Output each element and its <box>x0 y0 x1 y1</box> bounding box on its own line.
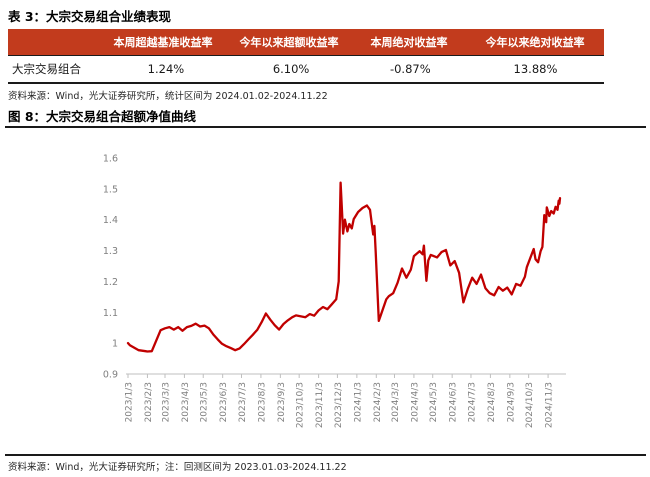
x-tick-label: 2023/1/3 <box>125 382 135 422</box>
x-tick-label: 2024/10/3 <box>525 382 535 428</box>
header-cell-ytd-absolute-return: 今年以来绝对收益率 <box>485 36 585 49</box>
excess-nav-chart: 0.9 1 1.1 1.2 1.3 1.4 1.5 1.6 2023/1/3 2023/2/3 20… <box>103 154 566 428</box>
x-tick-label: 2024/8/3 <box>487 382 497 422</box>
x-tick-label: 2023/4/3 <box>181 382 191 422</box>
y-tick-label: 0.9 <box>103 370 118 381</box>
table-source-note: 资料来源：Wind，光大证券研究所，统计区间为 2024.01.02-2024.… <box>8 91 328 102</box>
figure-title: 图 8：大宗交易组合超额净值曲线 <box>8 109 197 124</box>
x-tick-label: 2023/2/3 <box>144 382 154 422</box>
x-tick-label: 2024/4/3 <box>410 382 420 422</box>
y-tick-label: 1 <box>112 339 118 350</box>
table-header-row: 本周超越基准收益率 今年以来超额收益率 本周绝对收益率 今年以来绝对收益率 <box>8 29 604 56</box>
y-tick-label: 1.3 <box>103 246 118 257</box>
cell-ytd-excess-return: 6.10% <box>272 62 310 76</box>
header-cell-weekly-excess-over-benchmark: 本周超越基准收益率 <box>113 36 213 49</box>
figure-title-divider <box>5 126 646 128</box>
figure-source-note: 资料来源：Wind，光大证券研究所；注：回测区间为 2023.01.03-202… <box>8 462 347 473</box>
x-tick-label: 2024/5/3 <box>429 382 439 422</box>
cell-ytd-absolute-return: 13.88% <box>513 62 558 76</box>
x-tick-label: 2023/7/3 <box>238 382 248 422</box>
figure-source-divider <box>5 454 646 456</box>
x-tick-label: 2023/9/3 <box>277 382 287 422</box>
y-tick-label: 1.4 <box>103 215 118 226</box>
cell-portfolio-name: 大宗交易组合 <box>12 62 81 76</box>
cell-weekly-absolute-return: -0.87% <box>389 62 431 76</box>
performance-table: 本周超越基准收益率 今年以来超额收益率 本周绝对收益率 今年以来绝对收益率 大宗… <box>8 29 604 84</box>
excess-nav-line <box>126 181 562 353</box>
y-tick-label: 1.1 <box>103 308 118 319</box>
header-cell-ytd-excess-return: 今年以来超额收益率 <box>239 36 339 49</box>
x-tick-label: 2023/3/3 <box>161 382 171 422</box>
x-tick-label: 2024/6/3 <box>449 382 459 422</box>
x-tick-label: 2023/5/3 <box>200 382 210 422</box>
y-tick-label: 1.2 <box>103 277 118 288</box>
x-tick-label: 2023/6/3 <box>219 382 229 422</box>
x-tick-label: 2023/12/3 <box>334 382 344 428</box>
x-tick-label: 2024/7/3 <box>467 382 477 422</box>
y-tick-label: 1.5 <box>103 184 118 195</box>
x-tick-label: 2024/2/3 <box>373 382 383 422</box>
header-cell-blank <box>8 29 100 55</box>
table-row: 大宗交易组合 1.24% 6.10% -0.87% 13.88% <box>8 56 604 84</box>
x-tick-label: 2024/9/3 <box>506 382 516 422</box>
x-tick-label: 2023/10/3 <box>296 382 306 428</box>
x-tick-label: 2024/1/3 <box>353 382 363 422</box>
x-tick-label: 2023/8/3 <box>257 382 267 422</box>
y-tick-label: 1.6 <box>103 154 118 165</box>
table-title: 表 3：大宗交易组合业绩表现 <box>8 9 172 24</box>
x-tick-label: 2024/3/3 <box>391 382 401 422</box>
x-tick-label: 2023/11/3 <box>315 382 325 428</box>
cell-weekly-excess-over-benchmark: 1.24% <box>147 62 185 76</box>
header-cell-weekly-absolute-return: 本周绝对收益率 <box>370 36 448 49</box>
x-tick-label: 2024/11/3 <box>545 382 555 428</box>
